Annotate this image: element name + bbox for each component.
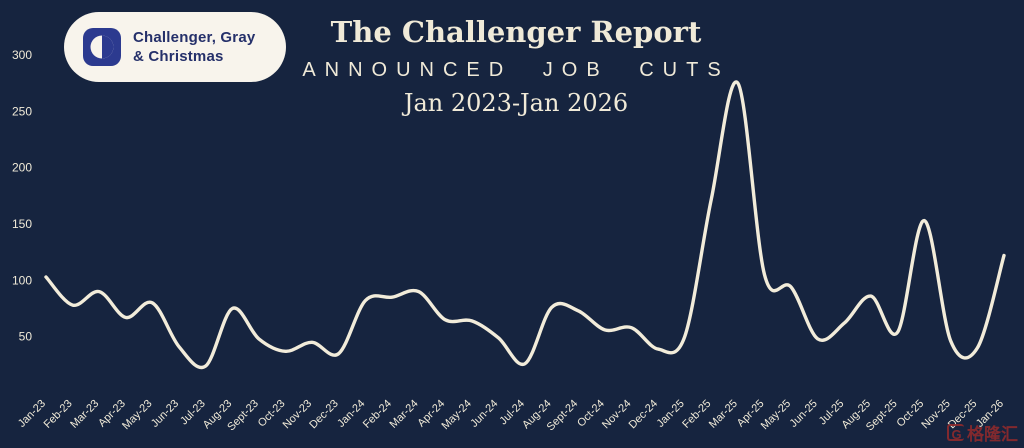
x-axis-tick-label: Nov-23 [281, 398, 315, 432]
x-axis-tick-label: Feb-23 [42, 398, 75, 431]
y-axis-tick-label: 250 [12, 104, 32, 118]
x-axis-tick-label: May-25 [759, 398, 793, 432]
gelonghui-logo-icon: G [947, 424, 964, 442]
x-axis-tick-label: Dec-24 [627, 398, 661, 432]
x-axis-tick-label: Feb-24 [361, 398, 394, 431]
challenger-logo-icon [83, 28, 121, 66]
x-axis-tick-label: Jun-23 [149, 398, 181, 430]
x-axis-tick-label: May-24 [439, 398, 473, 432]
logo-text: Challenger, Gray & Christmas [133, 28, 255, 67]
x-axis-tick-label: Mar-25 [707, 398, 740, 431]
x-axis-tick-label: Jun-24 [468, 398, 500, 430]
x-axis-tick-label: Nov-24 [600, 398, 634, 432]
watermark-text: 格隆汇 [967, 425, 1018, 444]
x-axis-tick-label: May-23 [120, 398, 154, 432]
y-axis-tick-label: 300 [12, 48, 32, 62]
x-axis-tick-label: Feb-25 [680, 398, 713, 431]
x-axis-tick-label: Mar-24 [388, 398, 421, 431]
y-axis-tick-label: 100 [12, 273, 32, 287]
y-axis-tick-label: 200 [12, 161, 32, 175]
y-axis-tick-label: 50 [19, 330, 33, 344]
x-axis-tick-label: Dec-23 [307, 398, 341, 432]
challenger-gray-christmas-logo: Challenger, Gray & Christmas [64, 12, 286, 82]
logo-text-line2: & Christmas [133, 48, 224, 65]
logo-text-line1: Challenger, Gray [133, 28, 256, 46]
x-axis-tick-label: Jun-25 [788, 398, 820, 430]
x-axis-tick-label: Mar-23 [68, 398, 101, 431]
gelonghui-watermark: G 格隆汇 [947, 420, 1018, 445]
y-axis-tick-label: 150 [12, 217, 32, 231]
job-cuts-line-series [44, 80, 1006, 370]
